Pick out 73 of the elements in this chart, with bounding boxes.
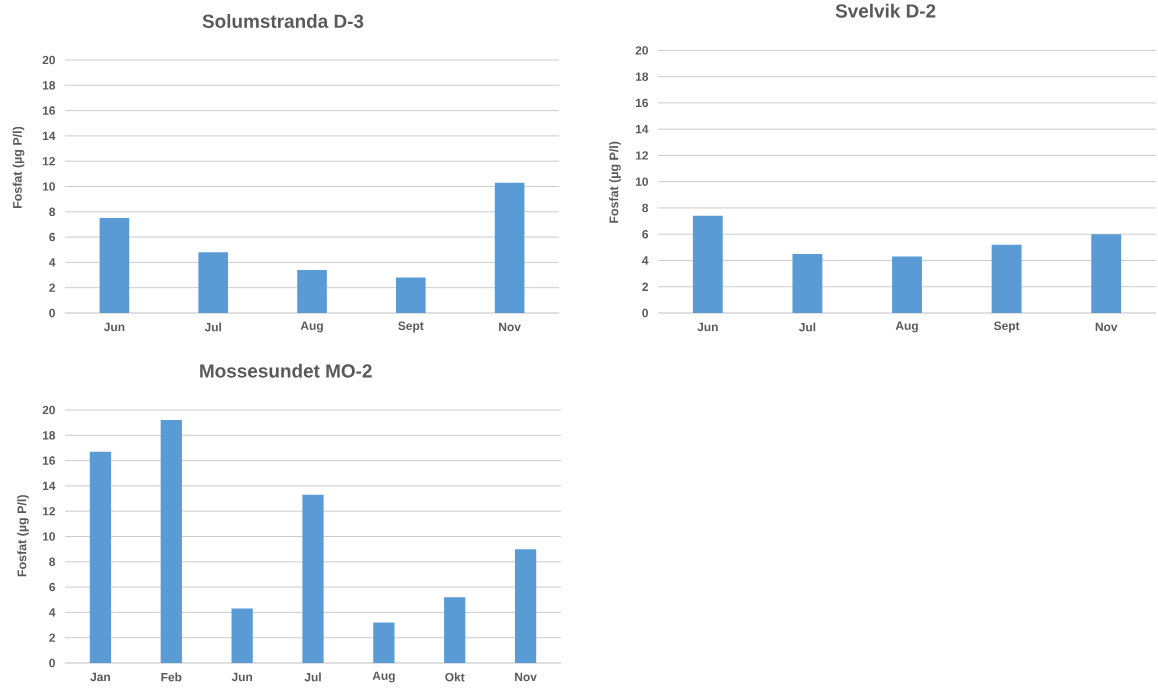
y-tick-label: 10 xyxy=(635,177,648,186)
chart-title: Solumstranda D-3 xyxy=(202,14,364,28)
x-tick-label: Feb xyxy=(161,672,182,682)
y-tick-label: 6 xyxy=(49,582,56,592)
bar xyxy=(444,597,466,663)
y-tick-label: 2 xyxy=(49,283,55,292)
bar xyxy=(692,215,723,313)
y-tick-label: 10 xyxy=(42,532,55,541)
bar xyxy=(792,253,823,313)
y-tick-label: 0 xyxy=(49,308,55,318)
y-tick-label: 4 xyxy=(49,608,56,617)
x-tick-label: Nov xyxy=(515,672,537,682)
y-tick-label: 14 xyxy=(42,481,56,491)
y-tick-label: 4 xyxy=(642,256,649,265)
bar xyxy=(99,218,130,313)
y-tick-label: 8 xyxy=(642,203,649,213)
y-tick-label: 18 xyxy=(42,81,56,90)
x-tick-label: Sept xyxy=(398,321,424,333)
x-tick-label: Jun xyxy=(231,672,253,682)
y-tick-label: 10 xyxy=(42,182,55,191)
y-axis-title: Fosfat (µg P/l) xyxy=(17,495,29,577)
x-tick-label: Aug xyxy=(895,321,918,333)
chart-title: Svelvik D-2 xyxy=(835,3,936,18)
bar xyxy=(89,451,112,663)
x-tick-label: Jun xyxy=(697,322,718,332)
y-tick-label: 14 xyxy=(635,125,649,134)
bar xyxy=(395,277,426,313)
bar xyxy=(297,269,327,313)
bar xyxy=(302,494,324,663)
x-tick-label: Nov xyxy=(499,322,521,332)
y-axis-title: Fosfat (µg P/l) xyxy=(12,126,25,209)
y-tick-label: 8 xyxy=(49,557,56,567)
y-tick-label: 4 xyxy=(49,258,56,267)
y-tick-label: 0 xyxy=(49,658,55,668)
y-tick-label: 2 xyxy=(49,633,55,642)
y-tick-label: 20 xyxy=(42,405,55,415)
y-tick-label: 12 xyxy=(635,151,649,160)
x-tick-label: Nov xyxy=(1095,322,1118,332)
y-tick-label: 14 xyxy=(42,131,56,141)
bar xyxy=(160,420,182,663)
bar xyxy=(494,182,525,313)
bar xyxy=(373,622,395,663)
y-tick-label: 8 xyxy=(49,207,56,217)
bar xyxy=(514,549,537,663)
y-tick-label: 6 xyxy=(642,229,649,239)
y-tick-label: 16 xyxy=(42,106,56,115)
y-tick-label: 20 xyxy=(42,55,55,65)
x-tick-label: Jan xyxy=(90,672,110,682)
bar xyxy=(198,252,229,313)
bar xyxy=(991,244,1022,313)
bar xyxy=(231,608,253,663)
x-tick-label: Jun xyxy=(103,322,125,332)
chart-title: Mossesundet MO-2 xyxy=(200,363,372,378)
x-tick-label: Jul xyxy=(204,322,221,332)
y-axis-title: Fosfat (µg P/l) xyxy=(609,141,621,223)
x-tick-label: Aug xyxy=(300,321,323,333)
y-tick-label: 6 xyxy=(49,232,56,242)
y-tick-label: 12 xyxy=(42,507,55,516)
x-tick-label: Aug xyxy=(372,671,395,683)
y-tick-label: 18 xyxy=(635,72,649,81)
y-tick-label: 12 xyxy=(42,157,55,166)
y-tick-label: 20 xyxy=(635,46,648,55)
y-tick-label: 2 xyxy=(642,282,649,291)
x-tick-label: Jul xyxy=(304,672,321,682)
bar xyxy=(1091,234,1122,313)
y-tick-label: 18 xyxy=(42,431,56,440)
bar xyxy=(892,256,922,313)
y-tick-label: 0 xyxy=(642,308,648,318)
x-tick-label: Jul xyxy=(798,322,816,332)
y-tick-label: 16 xyxy=(635,98,649,108)
y-tick-label: 16 xyxy=(42,456,56,465)
x-tick-label: Okt xyxy=(445,672,465,682)
x-tick-label: Sept xyxy=(994,321,1020,333)
